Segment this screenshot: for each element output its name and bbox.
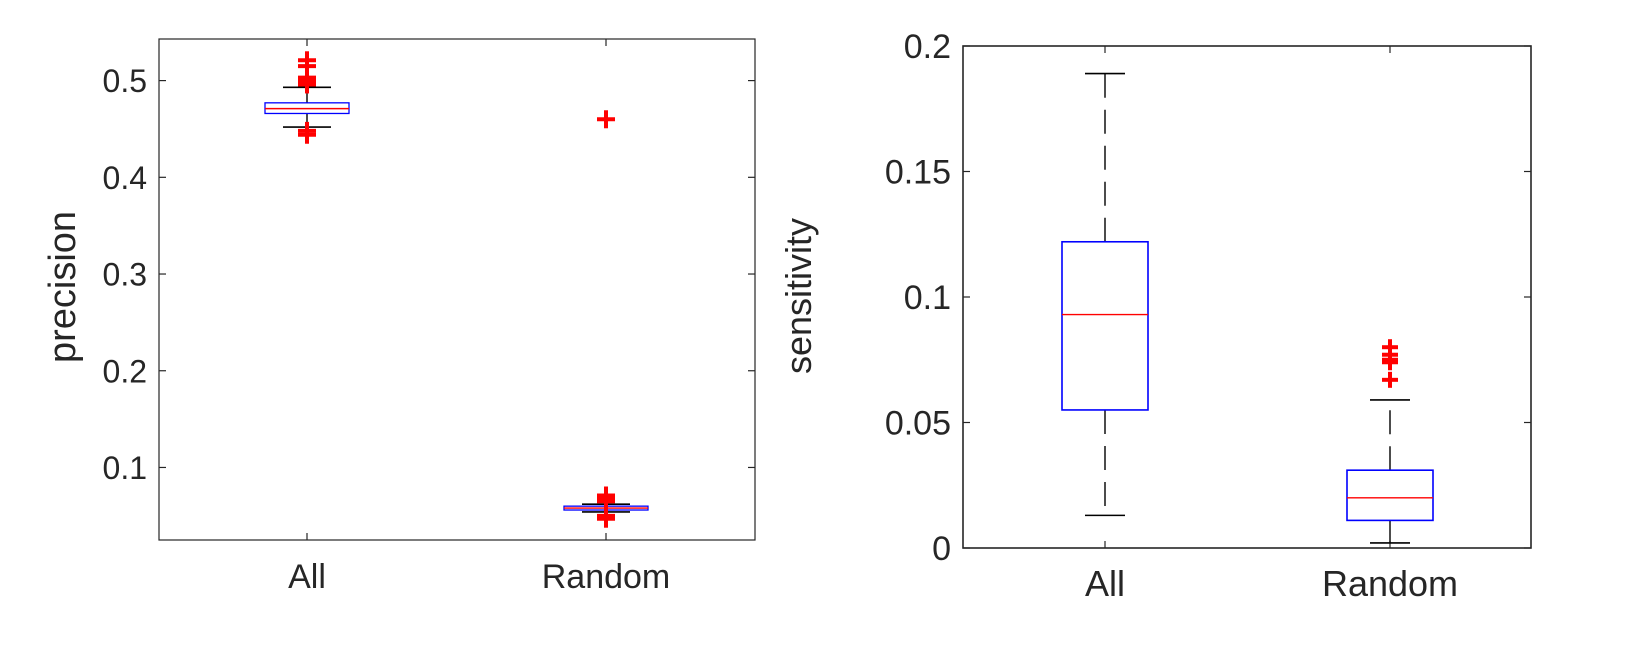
precision-ytick-label: 0.2 xyxy=(103,353,147,389)
sensitivity-ytick-label: 0.2 xyxy=(904,28,951,66)
sensitivity-ytick-label: 0.05 xyxy=(885,405,951,443)
sensitivity-ylabel: sensitivity xyxy=(778,218,819,374)
precision-ytick-label: 0.1 xyxy=(103,450,147,486)
sensitivity-category-label: Random xyxy=(1322,563,1458,604)
precision-random-outlier xyxy=(597,509,615,528)
precision-ylabel: precision xyxy=(42,211,84,363)
precision-category-label: All xyxy=(288,558,326,596)
sensitivity-all-box xyxy=(1061,240,1149,411)
precision-all-outlier xyxy=(298,125,316,144)
sensitivity-ytick-label: 0 xyxy=(932,530,951,568)
sensitivity-random-outlier xyxy=(1382,371,1398,388)
sensitivity-ytick-label: 0.1 xyxy=(904,279,951,317)
precision-random-outlier xyxy=(597,110,615,129)
sensitivity-random-outlier xyxy=(1382,354,1398,371)
precision-panel: precision 0.1 0.2 0.3 0.4 0.5 All Random xyxy=(42,38,756,596)
sensitivity-panel: sensitivity 0 0.05 0.1 0.15 0.2 All Random xyxy=(778,28,1532,604)
precision-axes-frame xyxy=(158,38,756,541)
precision-category-label: Random xyxy=(542,558,671,596)
sensitivity-category-label: All xyxy=(1085,563,1125,604)
sensitivity-ytick-label: 0.15 xyxy=(885,154,951,192)
precision-ytick-label: 0.3 xyxy=(103,257,147,293)
sensitivity-random-box xyxy=(1346,469,1434,522)
precision-ytick-label: 0.4 xyxy=(103,160,147,196)
precision-ytick-label: 0.5 xyxy=(103,63,147,99)
precision-all-outlier xyxy=(298,75,316,94)
